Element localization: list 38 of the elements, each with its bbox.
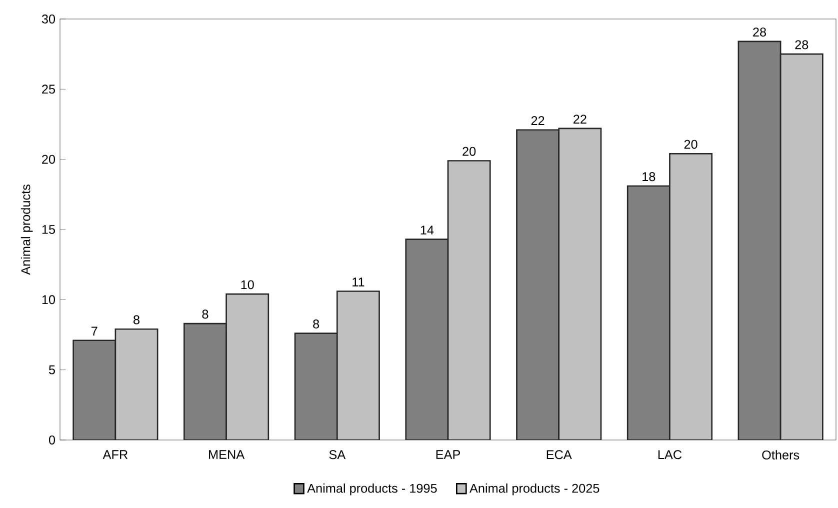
x-tick-label: AFR: [102, 450, 128, 459]
y-tick-label: 5: [48, 365, 55, 374]
y-tick-label: 10: [42, 295, 56, 304]
y-tick-label: 30: [42, 14, 56, 24]
bar: [669, 153, 713, 440]
bar: [558, 128, 602, 440]
data-label: 8: [202, 310, 208, 319]
bar: [336, 290, 380, 440]
data-label: 8: [313, 319, 320, 328]
y-tick-label: 25: [42, 84, 55, 94]
data-label: 10: [241, 280, 254, 290]
x-tick-label: SA: [329, 450, 346, 460]
legend-label: Animal products - 2025: [470, 483, 600, 496]
data-label: 7: [91, 326, 98, 336]
bar: [114, 328, 158, 440]
legend-label: Animal products - 1995: [307, 483, 437, 496]
y-axis-title: Animal products: [20, 184, 33, 275]
bar: [447, 160, 491, 440]
data-label: 18: [642, 172, 656, 182]
x-tick-label: ECA: [546, 450, 572, 460]
data-label: 22: [531, 116, 544, 125]
bar: [226, 293, 270, 440]
data-label: 22: [574, 114, 586, 124]
x-tick-label: LAC: [658, 450, 682, 460]
data-label: 28: [795, 40, 808, 50]
data-label: 11: [352, 278, 364, 286]
x-tick-label: MENA: [209, 450, 245, 459]
data-label: 20: [684, 140, 698, 149]
data-label: 20: [462, 146, 476, 156]
data-label: 8: [134, 315, 140, 324]
data-label: 14: [420, 226, 434, 234]
y-tick-label: 20: [42, 154, 56, 164]
x-tick-label: Others: [762, 450, 800, 460]
bar: [780, 53, 824, 440]
y-tick-label: 15: [42, 225, 55, 234]
y-tick-label: 0: [48, 436, 56, 444]
x-tick-label: EAP: [436, 450, 460, 459]
data-label: 28: [753, 28, 766, 37]
